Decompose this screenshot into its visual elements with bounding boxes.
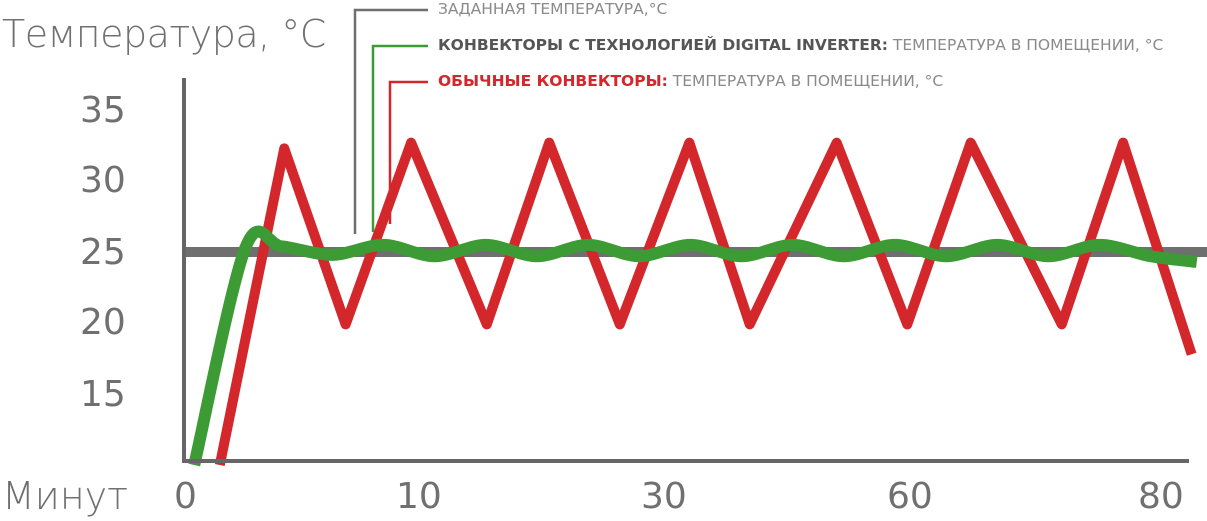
y-tick-label: 25	[80, 232, 126, 273]
legend-entry-inverter: КОНВЕКТОРЫ С ТЕХНОЛОГИЕЙ DIGITAL INVERTE…	[438, 36, 1163, 54]
series-line-conventional	[214, 137, 1197, 466]
legend-leader-conventional	[388, 80, 428, 224]
x-tick-label: 30	[641, 476, 687, 517]
y-tick-label: 35	[80, 90, 126, 131]
legend-connectors	[353, 8, 428, 234]
x-axis-title: Минут	[2, 474, 129, 518]
y-tick-label: 15	[80, 374, 126, 415]
legend-entry-conventional: ОБЫЧНЫЕ КОНВЕКТОРЫ: ТЕМПЕРАТУРА В ПОМЕЩЕ…	[438, 72, 943, 90]
x-tick-label: 60	[887, 476, 933, 517]
legend-label-inverter-rest: ТЕМПЕРАТУРА В ПОМЕЩЕНИИ, °С	[887, 36, 1164, 54]
legend-leader-setpoint	[353, 8, 428, 234]
legend-label-inverter-bold: КОНВЕКТОРЫ С ТЕХНОЛОГИЕЙ DIGITAL INVERTE…	[438, 36, 888, 54]
legend-label-conventional-bold: ОБЫЧНЫЕ КОНВЕКТОРЫ:	[438, 72, 668, 90]
legend-leader-inverter	[371, 44, 428, 232]
legend-label-setpoint: ЗАДАННАЯ ТЕМПЕРАТУРА,°С	[438, 0, 668, 18]
y-tick-label: 20	[80, 302, 126, 343]
legend-label-conventional-rest: ТЕМПЕРАТУРА В ПОМЕЩЕНИИ, °С	[667, 72, 944, 90]
x-tick-label: 10	[396, 476, 442, 517]
y-axis-title: Температура, °С	[2, 12, 326, 56]
y-tick-label: 30	[80, 160, 126, 201]
x-tick-label: 80	[1138, 476, 1184, 517]
series-line-inverter	[188, 225, 1198, 467]
x-tick-label: 0	[174, 476, 197, 517]
chart-series	[184, 137, 1207, 467]
legend-entry-setpoint: ЗАДАННАЯ ТЕМПЕРАТУРА,°С	[438, 0, 667, 18]
